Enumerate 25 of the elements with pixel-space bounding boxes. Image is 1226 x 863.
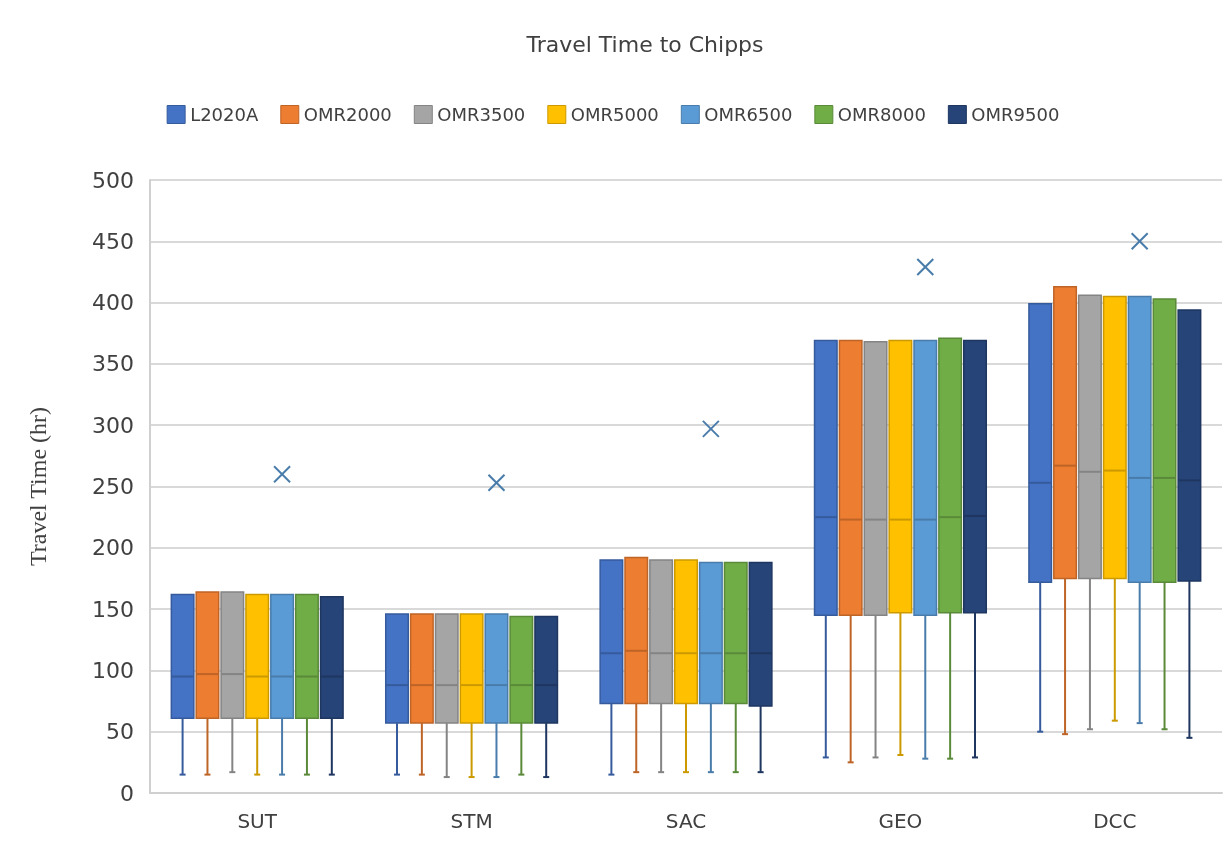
legend-label: OMR5000 — [570, 104, 659, 125]
legend-label: OMR3500 — [437, 104, 526, 125]
y-tick-label: 50 — [106, 719, 134, 745]
y-tick-label: 400 — [92, 290, 134, 316]
x-tick-label: SAC — [665, 809, 707, 833]
legend-label: OMR8000 — [837, 104, 926, 125]
y-tick-label: 450 — [92, 228, 134, 254]
legend-label: L2020A — [190, 104, 259, 125]
legend-label: OMR9500 — [971, 104, 1060, 125]
legend-label: OMR6500 — [704, 104, 793, 125]
x-tick-label: DCC — [1093, 809, 1137, 833]
y-tick-label: 200 — [92, 535, 134, 561]
y-tick-label: 0 — [120, 780, 134, 806]
y-tick-label: 100 — [92, 657, 134, 683]
y-tick-label: 150 — [92, 596, 134, 622]
x-tick-label: GEO — [878, 809, 923, 833]
chart-title: Travel Time to Chipps — [525, 31, 764, 57]
y-tick-label: 500 — [92, 167, 134, 193]
y-axis-title: Travel Time (hr) — [25, 406, 51, 567]
y-tick-label: 350 — [92, 351, 134, 377]
x-tick-label: STM — [450, 809, 493, 833]
y-tick-label: 250 — [92, 474, 134, 499]
legend-label: OMR2000 — [303, 104, 392, 125]
y-tick-label: 300 — [92, 412, 134, 438]
x-tick-label: SUT — [237, 809, 278, 833]
